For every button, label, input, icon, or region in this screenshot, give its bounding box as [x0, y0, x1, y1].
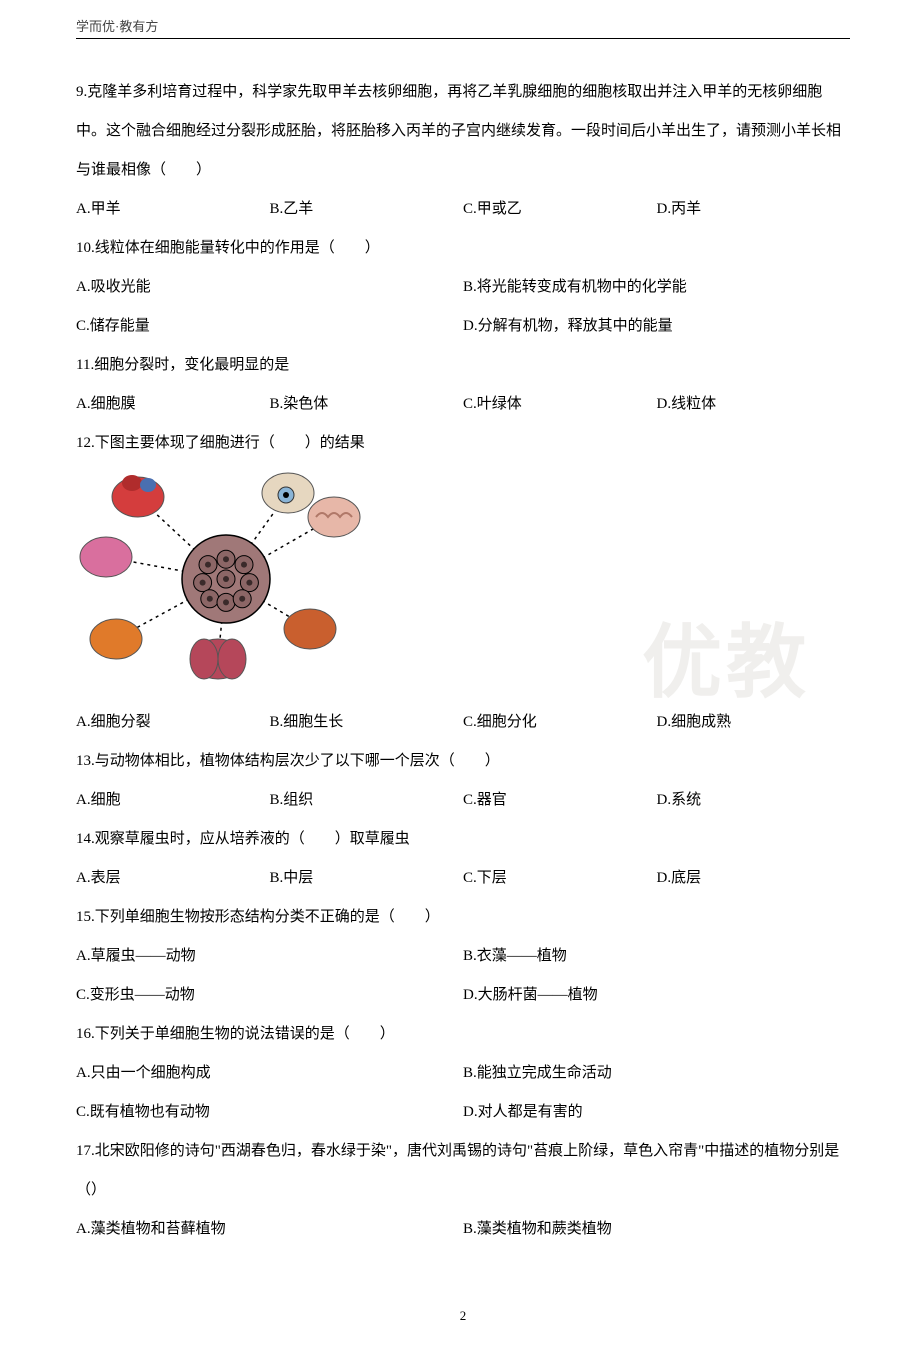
- q14-options: A.表层 B.中层 C.下层 D.底层: [76, 859, 850, 898]
- q17-options-row1: A.藻类植物和苔藓植物 B.藻类植物和蕨类植物: [76, 1210, 850, 1249]
- q14-c: C.下层: [463, 859, 657, 898]
- q9-c: C.甲或乙: [463, 190, 657, 229]
- q16-options-row1: A.只由一个细胞构成 B.能独立完成生命活动: [76, 1054, 850, 1093]
- q16-text: 16.下列关于单细胞生物的说法错误的是（ ）: [76, 1015, 850, 1054]
- q14-d: D.底层: [657, 859, 851, 898]
- q12-a: A.细胞分裂: [76, 703, 270, 742]
- q15-d: D.大肠杆菌——植物: [463, 976, 850, 1015]
- q11-d: D.线粒体: [657, 385, 851, 424]
- q16-d: D.对人都是有害的: [463, 1093, 850, 1132]
- q13-b: B.组织: [270, 781, 464, 820]
- q12-figure: [76, 469, 850, 699]
- q10-c: C.储存能量: [76, 307, 463, 346]
- q12-text: 12.下图主要体现了细胞进行（ ）的结果: [76, 424, 850, 463]
- q16-a: A.只由一个细胞构成: [76, 1054, 463, 1093]
- q9-text: 9.克隆羊多利培育过程中，科学家先取甲羊去核卵细胞，再将乙羊乳腺细胞的细胞核取出…: [76, 73, 850, 190]
- page-number: 2: [76, 1299, 850, 1333]
- q10-b: B.将光能转变成有机物中的化学能: [463, 268, 850, 307]
- q10-options-row2: C.储存能量 D.分解有机物，释放其中的能量: [76, 307, 850, 346]
- q15-text: 15.下列单细胞生物按形态结构分类不正确的是（ ）: [76, 898, 850, 937]
- q10-d: D.分解有机物，释放其中的能量: [463, 307, 850, 346]
- q14-text: 14.观察草履虫时，应从培养液的（ ）取草履虫: [76, 820, 850, 859]
- q9-a: A.甲羊: [76, 190, 270, 229]
- q10-options-row1: A.吸收光能 B.将光能转变成有机物中的化学能: [76, 268, 850, 307]
- q17-a: A.藻类植物和苔藓植物: [76, 1210, 463, 1249]
- q11-a: A.细胞膜: [76, 385, 270, 424]
- q10-a: A.吸收光能: [76, 268, 463, 307]
- q15-b: B.衣藻——植物: [463, 937, 850, 976]
- q14-b: B.中层: [270, 859, 464, 898]
- q11-text: 11.细胞分裂时，变化最明显的是: [76, 346, 850, 385]
- q14-a: A.表层: [76, 859, 270, 898]
- q13-d: D.系统: [657, 781, 851, 820]
- q13-text: 13.与动物体相比，植物体结构层次少了以下哪一个层次（ ）: [76, 742, 850, 781]
- q16-b: B.能独立完成生命活动: [463, 1054, 850, 1093]
- q17-b: B.藻类植物和蕨类植物: [463, 1210, 850, 1249]
- q17-text: 17.北宋欧阳修的诗句"西湖春色归，春水绿于染"，唐代刘禹锡的诗句"苔痕上阶绿，…: [76, 1132, 850, 1210]
- q12-options: A.细胞分裂 B.细胞生长 C.细胞分化 D.细胞成熟: [76, 703, 850, 742]
- q15-options-row2: C.变形虫——动物 D.大肠杆菌——植物: [76, 976, 850, 1015]
- q15-c: C.变形虫——动物: [76, 976, 463, 1015]
- q13-a: A.细胞: [76, 781, 270, 820]
- q13-c: C.器官: [463, 781, 657, 820]
- q12-b: B.细胞生长: [270, 703, 464, 742]
- q12-c: C.细胞分化: [463, 703, 657, 742]
- q9-d: D.丙羊: [657, 190, 851, 229]
- q11-b: B.染色体: [270, 385, 464, 424]
- q15-options-row1: A.草履虫——动物 B.衣藻——植物: [76, 937, 850, 976]
- q11-c: C.叶绿体: [463, 385, 657, 424]
- q16-c: C.既有植物也有动物: [76, 1093, 463, 1132]
- page-header: 学而优·教有方: [76, 18, 850, 39]
- q15-a: A.草履虫——动物: [76, 937, 463, 976]
- q9-b: B.乙羊: [270, 190, 464, 229]
- q10-text: 10.线粒体在细胞能量转化中的作用是（ ）: [76, 229, 850, 268]
- q16-options-row2: C.既有植物也有动物 D.对人都是有害的: [76, 1093, 850, 1132]
- q9-options: A.甲羊 B.乙羊 C.甲或乙 D.丙羊: [76, 190, 850, 229]
- q12-d: D.细胞成熟: [657, 703, 851, 742]
- q13-options: A.细胞 B.组织 C.器官 D.系统: [76, 781, 850, 820]
- q11-options: A.细胞膜 B.染色体 C.叶绿体 D.线粒体: [76, 385, 850, 424]
